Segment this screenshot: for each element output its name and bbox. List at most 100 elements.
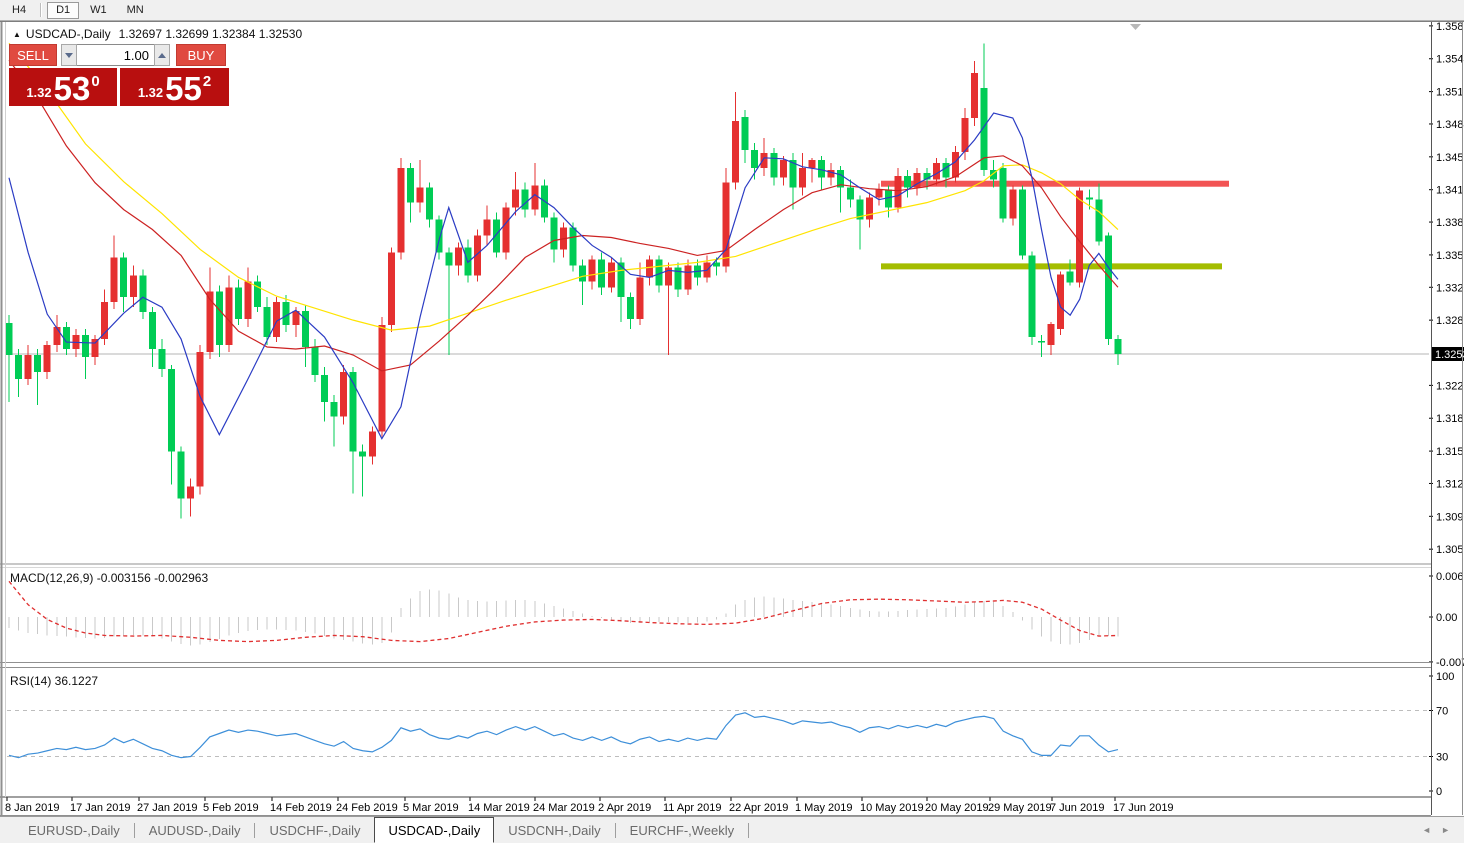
timeframe-button-h4[interactable]: H4 xyxy=(12,3,27,16)
svg-text:5 Feb 2019: 5 Feb 2019 xyxy=(203,802,259,814)
price-chart-canvas[interactable]: 1.35825 1.35495 1.35165 1.34840 1.34510 1.341… xyxy=(0,22,1464,817)
ma-mid-red xyxy=(8,59,1119,372)
tab-label: EURCHF-,Weekly xyxy=(629,822,735,838)
chart-title: ▲ USDCAD-,Daily 1.32697 1.32699 1.32384 1.… xyxy=(13,27,302,41)
svg-text:1.32215: 1.32215 xyxy=(1436,380,1464,392)
tab-label: AUDUSD-,Daily xyxy=(148,822,241,838)
svg-text:29 May 2019: 29 May 2019 xyxy=(988,802,1052,814)
svg-text:14 Mar 2019: 14 Mar 2019 xyxy=(468,802,530,814)
tab-eurusd-daily[interactable]: EURUSD-,Daily xyxy=(14,817,134,843)
svg-text:1.35495: 1.35495 xyxy=(1436,54,1464,66)
svg-text:24 Feb 2019: 24 Feb 2019 xyxy=(336,802,398,814)
timeframe-button-w1[interactable]: W1 xyxy=(90,3,107,16)
svg-text:1.34840: 1.34840 xyxy=(1436,119,1464,131)
bid-price-big: 53 xyxy=(53,70,91,107)
tab-divider xyxy=(748,822,750,838)
tab-divider xyxy=(254,822,256,838)
svg-text:10 May 2019: 10 May 2019 xyxy=(860,802,924,814)
svg-text:5 Mar 2019: 5 Mar 2019 xyxy=(403,802,459,814)
macd-layer xyxy=(8,580,1119,646)
svg-text:0.006667: 0.006667 xyxy=(1436,571,1464,583)
svg-text:0: 0 xyxy=(1436,786,1442,798)
tab-label: USDCHF-,Daily xyxy=(269,822,361,838)
tab-scroll-left-icon[interactable]: ◄ xyxy=(1422,825,1432,835)
svg-text:1.33855: 1.33855 xyxy=(1436,217,1464,229)
svg-text:22 Apr 2019: 22 Apr 2019 xyxy=(729,802,788,814)
chart-shift-marker-icon xyxy=(1130,24,1141,30)
chevron-up-icon xyxy=(158,52,166,58)
tab-usdcnh-daily[interactable]: USDCNH-,Daily xyxy=(494,817,614,843)
chrome-layer xyxy=(0,22,1463,816)
svg-text:14 Feb 2019: 14 Feb 2019 xyxy=(270,802,332,814)
rsi-layer xyxy=(7,710,1429,759)
tab-scroll-controls: ◄ ► xyxy=(1422,817,1464,843)
tab-audusd-daily[interactable]: AUDUSD-,Daily xyxy=(135,817,255,843)
svg-text:1.33525: 1.33525 xyxy=(1436,250,1464,262)
volume-input[interactable] xyxy=(77,44,154,66)
timeframe-toolbar: H4 D1 W1 MN xyxy=(0,0,1464,21)
ask-price-big: 55 xyxy=(165,70,202,107)
svg-text:17 Jun 2019: 17 Jun 2019 xyxy=(1113,802,1174,814)
tab-usdcad-daily[interactable]: USDCAD-,Daily xyxy=(374,817,495,843)
tab-scroll-right-icon[interactable]: ► xyxy=(1441,825,1450,835)
axes-layer: 1.35825 1.35495 1.35165 1.34840 1.34510 1.341… xyxy=(5,22,1464,814)
ma-slow-yellow xyxy=(8,42,1119,331)
volume-decrease-button[interactable] xyxy=(61,44,77,66)
svg-text:1.35165: 1.35165 xyxy=(1436,87,1464,99)
timeframe-button-d1[interactable]: D1 xyxy=(47,1,80,19)
tab-divider xyxy=(133,822,135,838)
ask-price-prefix: 1.32 xyxy=(137,85,164,100)
ma-slow-yellow xyxy=(8,42,1119,331)
svg-text:7 Jun 2019: 7 Jun 2019 xyxy=(1050,802,1104,814)
svg-text:0.00: 0.00 xyxy=(1436,612,1457,624)
rsi-indicator-label: RSI(14) 36.1227 xyxy=(10,674,99,688)
tab-usdchf-daily[interactable]: USDCHF-,Daily xyxy=(255,817,374,843)
sr-levels xyxy=(881,180,1229,270)
ask-price-panel[interactable]: 1.32 55 2 xyxy=(120,68,229,106)
tab-label: EURUSD-,Daily xyxy=(28,822,120,838)
svg-text:20 May 2019: 20 May 2019 xyxy=(925,802,989,814)
chart-symbol-label: USDCAD-,Daily xyxy=(25,27,111,41)
svg-text:1.31885: 1.31885 xyxy=(1436,413,1464,425)
svg-text:1.31230: 1.31230 xyxy=(1436,478,1464,490)
chevron-down-icon xyxy=(65,52,73,58)
chart-ohlc-values: 1.32697 1.32699 1.32384 1.32530 xyxy=(118,27,303,41)
bid-price-sup: 0 xyxy=(91,73,100,90)
svg-text:1.30900: 1.30900 xyxy=(1436,511,1464,523)
svg-text:17 Jan 2019: 17 Jan 2019 xyxy=(70,802,131,814)
tab-label: USDCNH-,Daily xyxy=(508,822,601,838)
svg-text:24 Mar 2019: 24 Mar 2019 xyxy=(533,802,595,814)
svg-text:1.32870: 1.32870 xyxy=(1436,315,1464,327)
svg-text:1.31555: 1.31555 xyxy=(1436,446,1464,458)
svg-text:1 May 2019: 1 May 2019 xyxy=(795,802,852,814)
buy-button[interactable]: BUY xyxy=(176,44,226,66)
svg-text:70: 70 xyxy=(1436,706,1448,718)
svg-text:1.34180: 1.34180 xyxy=(1436,185,1464,197)
chart-window: 1.35825 1.35495 1.35165 1.34840 1.34510 1.341… xyxy=(0,21,1464,816)
svg-text:11 Apr 2019: 11 Apr 2019 xyxy=(663,802,722,814)
timeframe-button-mn[interactable]: MN xyxy=(126,3,144,16)
toolbar-separator xyxy=(40,3,43,17)
svg-text:1.33200: 1.33200 xyxy=(1436,282,1464,294)
tab-label: USDCAD-,Daily xyxy=(388,822,481,838)
ma-fast-blue xyxy=(8,112,1119,440)
ma-fast-blue xyxy=(8,112,1119,440)
sell-button[interactable]: SELL xyxy=(9,44,57,66)
tab-eurchf-weekly[interactable]: EURCHF-,Weekly xyxy=(616,817,749,843)
bid-price-panel[interactable]: 1.32 53 0 xyxy=(9,68,117,106)
bid-price-prefix: 1.32 xyxy=(26,85,52,100)
svg-text:100: 100 xyxy=(1436,671,1454,683)
svg-text:8 Jan 2019: 8 Jan 2019 xyxy=(5,802,59,814)
symbol-tab-bar: EURUSD-,Daily AUDUSD-,Daily USDCHF-,Dail… xyxy=(0,816,1464,843)
candles-layer xyxy=(5,43,1122,519)
svg-text:1.34510: 1.34510 xyxy=(1436,152,1464,164)
macd-indicator-label: MACD(12,26,9) -0.003156 -0.002963 xyxy=(10,571,209,585)
ma-mid-red xyxy=(8,59,1119,372)
tab-divider xyxy=(614,822,616,838)
svg-text:27 Jan 2019: 27 Jan 2019 xyxy=(137,802,198,814)
ask-price-sup: 2 xyxy=(202,73,212,90)
svg-text:1.32530: 1.32530 xyxy=(1435,349,1464,361)
collapse-triangle-icon[interactable]: ▲ xyxy=(13,30,21,39)
volume-increase-button[interactable] xyxy=(154,44,170,66)
